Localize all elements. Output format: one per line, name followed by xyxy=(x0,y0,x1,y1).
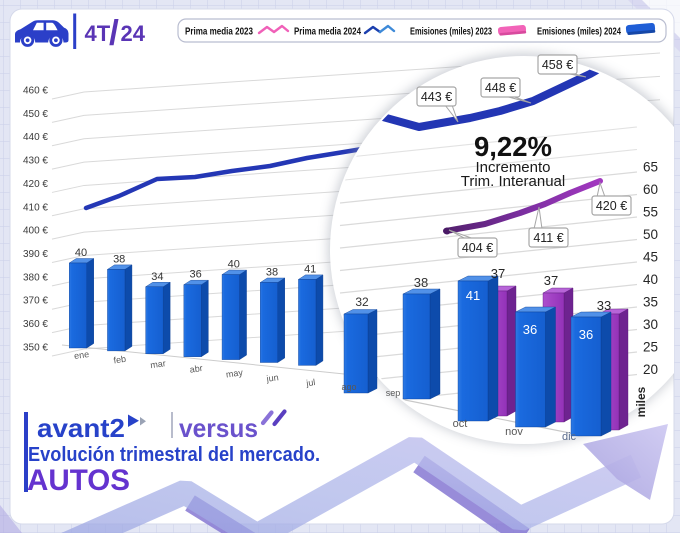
svg-text:feb: feb xyxy=(113,354,127,366)
svg-text:32: 32 xyxy=(355,295,369,309)
svg-text:ago: ago xyxy=(341,382,356,392)
svg-text:390 €: 390 € xyxy=(23,249,48,260)
svg-text:450 €: 450 € xyxy=(23,109,48,120)
svg-text:25: 25 xyxy=(643,340,658,355)
svg-text:oct: oct xyxy=(453,418,468,430)
svg-text:360 €: 360 € xyxy=(23,319,48,330)
svg-text:30: 30 xyxy=(643,317,658,332)
svg-text:miles: miles xyxy=(634,386,648,417)
svg-text:40: 40 xyxy=(643,272,658,287)
svg-text:45: 45 xyxy=(643,250,658,265)
svg-text:4T: 4T xyxy=(85,21,111,46)
svg-text:9,22%: 9,22% xyxy=(474,131,552,162)
svg-text:jul: jul xyxy=(305,377,316,388)
svg-text:Prima media 2024: Prima media 2024 xyxy=(294,26,361,38)
svg-text:20: 20 xyxy=(643,362,658,377)
svg-text:mar: mar xyxy=(150,358,167,370)
svg-text:55: 55 xyxy=(643,205,658,220)
svg-text:410 €: 410 € xyxy=(23,202,48,213)
svg-text:443 €: 443 € xyxy=(421,90,452,104)
svg-text:AUTOS: AUTOS xyxy=(27,464,130,497)
svg-text:sep: sep xyxy=(386,388,401,398)
svg-text:36: 36 xyxy=(579,327,593,342)
svg-text:38: 38 xyxy=(414,275,428,290)
svg-text:ene: ene xyxy=(73,349,89,361)
svg-text:350 €: 350 € xyxy=(23,342,48,353)
svg-text:37: 37 xyxy=(544,273,558,288)
svg-text:33: 33 xyxy=(597,298,611,313)
svg-text:Prima media 2023: Prima media 2023 xyxy=(185,26,253,38)
svg-text:370 €: 370 € xyxy=(23,296,48,307)
svg-text:40: 40 xyxy=(75,247,87,259)
svg-text:420 €: 420 € xyxy=(23,179,48,190)
svg-text:41: 41 xyxy=(466,288,480,303)
svg-text:36: 36 xyxy=(189,269,201,281)
svg-text:/: / xyxy=(109,12,119,52)
svg-text:420 €: 420 € xyxy=(596,199,627,213)
svg-text:38: 38 xyxy=(113,253,125,265)
svg-text:34: 34 xyxy=(151,271,163,283)
svg-text:Emisiones (miles) 2023: Emisiones (miles) 2023 xyxy=(410,26,492,38)
svg-text:40: 40 xyxy=(228,259,240,271)
svg-text:41: 41 xyxy=(304,263,316,275)
svg-text:380 €: 380 € xyxy=(23,272,48,283)
svg-text:440 €: 440 € xyxy=(23,132,48,143)
svg-text:abr: abr xyxy=(189,363,203,375)
svg-text:36: 36 xyxy=(523,322,537,337)
svg-text:404 €: 404 € xyxy=(462,241,493,255)
svg-text:458 €: 458 € xyxy=(542,58,573,72)
svg-text:Emisiones (miles) 2024: Emisiones (miles) 2024 xyxy=(537,26,621,38)
svg-text:411 €: 411 € xyxy=(533,231,563,245)
svg-text:dic: dic xyxy=(562,431,577,443)
svg-text:38: 38 xyxy=(266,267,278,279)
svg-text:460 €: 460 € xyxy=(23,86,48,97)
svg-text:nov: nov xyxy=(505,426,523,438)
svg-text:avant2: avant2 xyxy=(37,413,125,443)
svg-text:35: 35 xyxy=(643,295,658,310)
svg-text:430 €: 430 € xyxy=(23,156,48,167)
svg-text:65: 65 xyxy=(643,160,658,175)
svg-text:50: 50 xyxy=(643,227,658,242)
svg-text:24: 24 xyxy=(121,21,146,46)
svg-text:jun: jun xyxy=(265,372,279,384)
svg-text:Incremento: Incremento xyxy=(475,159,550,176)
svg-text:37: 37 xyxy=(491,266,505,281)
svg-text:Trim. Interanual: Trim. Interanual xyxy=(461,173,565,190)
svg-text:may: may xyxy=(225,367,244,379)
svg-text:Evolución trimestral del merca: Evolución trimestral del mercado. xyxy=(28,444,320,466)
svg-text:448 €: 448 € xyxy=(485,81,516,95)
svg-text:400 €: 400 € xyxy=(23,226,48,237)
svg-text:versus: versus xyxy=(179,413,258,443)
svg-text:60: 60 xyxy=(643,182,658,197)
